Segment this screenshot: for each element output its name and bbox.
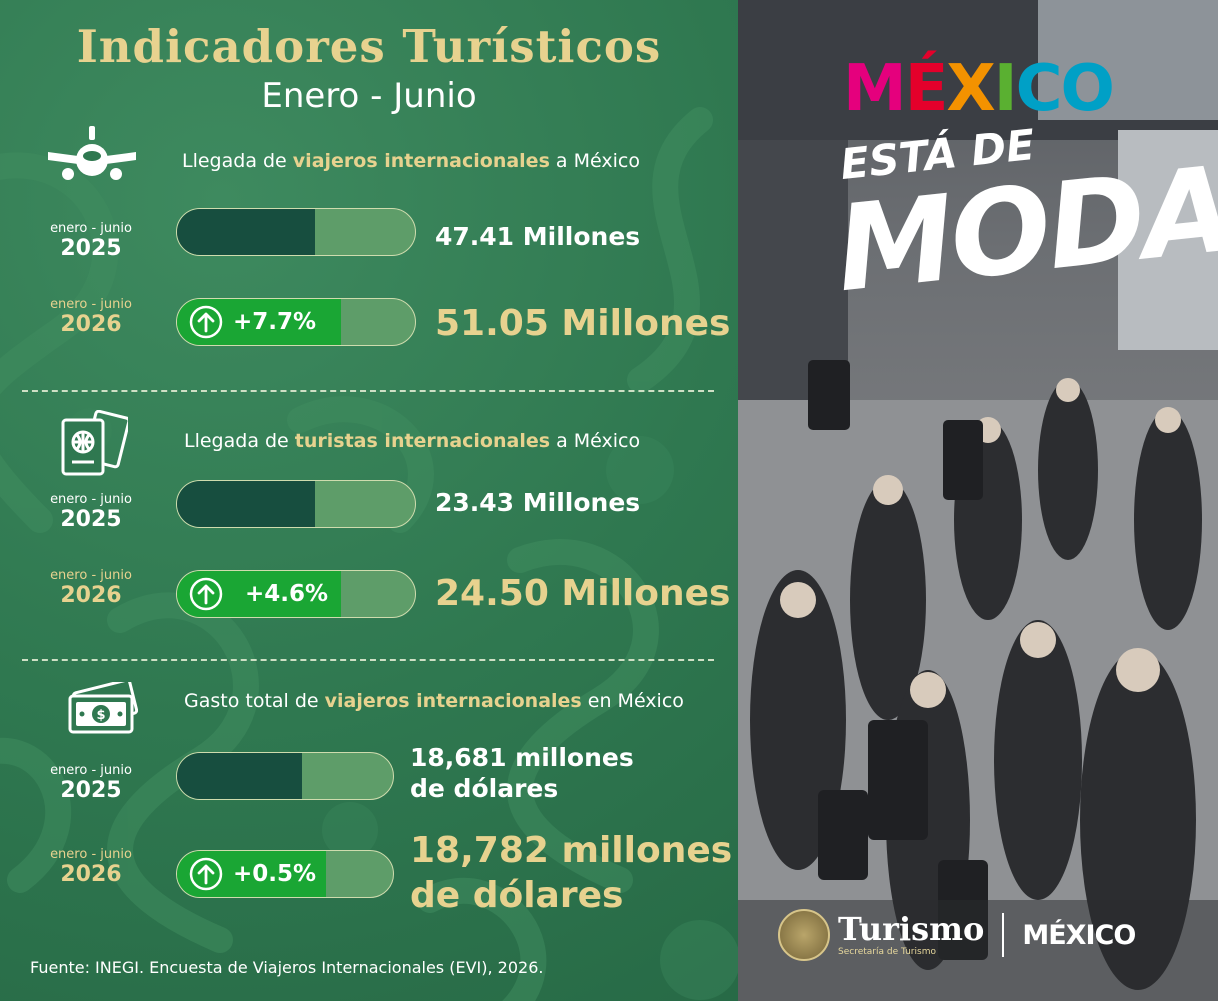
bar-fill (177, 753, 303, 799)
value-label: 51.05 Millones (435, 303, 731, 344)
page-title: Indicadores Turísticos (76, 20, 662, 73)
logo-letter: X (946, 52, 995, 126)
period-2026: enero - junio 2026 (50, 297, 132, 337)
bar-2025 (176, 480, 416, 528)
passport-icon (61, 410, 128, 476)
change-percent: +0.5% (233, 861, 317, 887)
mexico-small-logo: MÉXICO (1022, 919, 1136, 951)
government-seal-icon (778, 909, 830, 961)
airport-crowd-photo (738, 0, 1218, 1001)
period-2025: enero - junio 2025 (50, 221, 132, 261)
value-label: 47.41 Millones (435, 222, 641, 251)
source-note: Fuente: INEGI. Encuesta de Viajeros Inte… (30, 958, 544, 977)
value-label: 18,681 millones de dólares (410, 743, 634, 804)
footer-branding: Turismo Secretaría de Turismo MÉXICO (778, 905, 1136, 965)
change-percent: +4.6% (245, 581, 329, 607)
turismo-logo: Turismo Secretaría de Turismo (838, 910, 985, 957)
value-label: 23.43 Millones (435, 488, 641, 517)
value-label: 24.50 Millones (435, 573, 731, 614)
logo-letter: I (993, 52, 1018, 126)
mexico-logo: MÉXICO (843, 52, 1115, 126)
divider (22, 659, 714, 661)
bar-fill (177, 481, 316, 527)
svg-text:$: $ (96, 708, 105, 723)
bar-2026: +7.7% (176, 298, 416, 346)
logo-letter: C (1015, 52, 1063, 126)
brand-separator (1002, 913, 1005, 957)
logo-letter: O (1060, 52, 1115, 126)
period-2026: enero - junio 2026 (50, 568, 132, 608)
page-subtitle: Enero - Junio (261, 76, 477, 116)
section-title-arrivals-travelers: Llegada de viajeros internacionales a Mé… (182, 150, 640, 172)
arrow-up-circle-icon (189, 857, 223, 891)
value-label: 18,782 millones de dólares (410, 830, 733, 916)
bar-2025 (176, 752, 394, 800)
indicators-panel: Indicadores Turísticos Enero - Junio Lle… (0, 0, 738, 1001)
change-percent: +7.7% (233, 309, 317, 335)
bar-2025 (176, 208, 416, 256)
section-title-spending: Gasto total de viajeros internacionales … (184, 690, 684, 712)
airplane-icon (48, 126, 136, 180)
change-badge: +0.5% (177, 851, 316, 897)
logo-letter: É (904, 52, 949, 126)
arrow-up-circle-icon (189, 305, 223, 339)
logo-letter: M (843, 52, 907, 126)
money-icon: $ (68, 682, 138, 734)
section-title-arrivals-tourists: Llegada de turistas internacionales a Mé… (184, 430, 641, 452)
bar-2026: +4.6% (176, 570, 416, 618)
photo-panel: MÉXICO ESTÁ DE MODA Turismo Secretaría d… (738, 0, 1218, 1001)
change-badge: +4.6% (177, 571, 328, 617)
bar-2026: +0.5% (176, 850, 394, 898)
period-2025: enero - junio 2025 (50, 763, 132, 803)
divider (22, 390, 714, 392)
period-2026: enero - junio 2026 (50, 847, 132, 887)
arrow-up-circle-icon (189, 577, 223, 611)
bar-fill (177, 209, 316, 255)
change-badge: +7.7% (177, 299, 316, 345)
period-2025: enero - junio 2025 (50, 492, 132, 532)
